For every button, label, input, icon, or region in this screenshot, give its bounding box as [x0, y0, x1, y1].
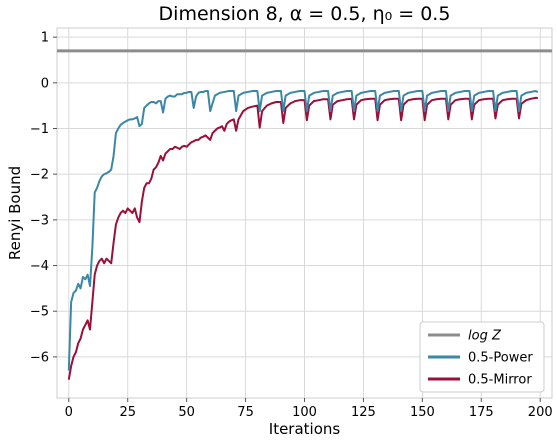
series-layer	[67, 90, 539, 380]
mirror-series-line	[67, 96, 538, 380]
y-tick-label: −1	[30, 122, 49, 137]
x-tick-label: 50	[178, 405, 195, 420]
legend-box	[419, 321, 545, 393]
x-axis-label: Iterations	[269, 420, 341, 438]
y-tick-label: −3	[30, 213, 49, 228]
y-tick-label: −2	[30, 168, 49, 183]
x-tick-label: 75	[237, 405, 254, 420]
legend-label-power: 0.5-Power	[468, 351, 533, 366]
chart-title: Dimension 8, α = 0.5, η₀ = 0.5	[159, 3, 451, 25]
x-tick-label: 0	[65, 405, 73, 420]
y-axis-label: Renyi Bound	[6, 166, 24, 260]
x-tick-label: 175	[469, 405, 494, 420]
x-tick-label: 150	[410, 405, 435, 420]
x-tick-label: 25	[119, 405, 136, 420]
y-tick-label: 1	[41, 31, 49, 46]
y-tick-label: −4	[30, 259, 49, 274]
tick-labels-layer: 0 25 50 75 100 125 150 175 200 1 0 −1 −2 −3 −4 −5 −6	[30, 31, 553, 420]
y-tick-label: −6	[30, 350, 49, 365]
legend-label-mirror: 0.5-Mirror	[468, 373, 532, 388]
y-tick-label: −5	[30, 305, 49, 320]
legend: log Z 0.5-Power 0.5-Mirror	[419, 321, 545, 393]
legend-label-logz: log Z	[468, 329, 502, 344]
x-tick-label: 125	[351, 405, 376, 420]
grid-layer	[57, 28, 552, 398]
x-tick-label: 200	[528, 405, 553, 420]
x-tick-label: 100	[292, 405, 317, 420]
power-series-line	[67, 90, 539, 371]
y-tick-label: 0	[41, 76, 49, 91]
